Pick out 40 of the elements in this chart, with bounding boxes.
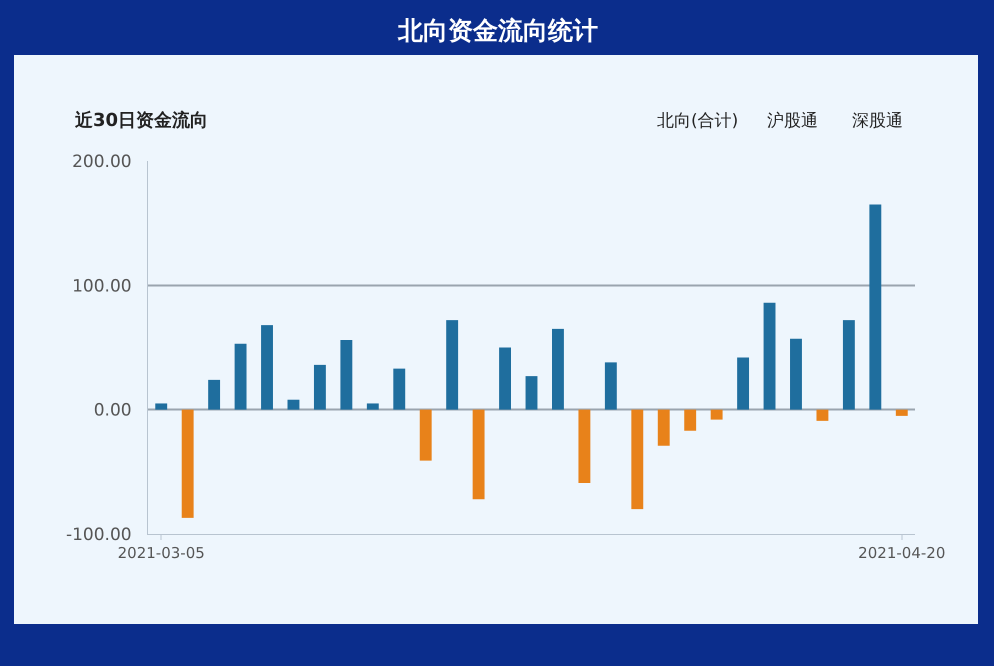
bar (710, 410, 723, 420)
bar (261, 325, 273, 410)
chart-subtitle: 近30日资金流向 (74, 110, 208, 131)
bar (340, 340, 352, 410)
bar (288, 400, 300, 410)
bar (684, 410, 696, 431)
y-tick-label: 0.00 (94, 400, 132, 421)
bar (526, 376, 538, 410)
bar (366, 403, 379, 410)
bar (869, 204, 882, 410)
bar (578, 410, 590, 484)
y-tick-label: 100.00 (72, 276, 132, 296)
text: 沪股通 (767, 111, 818, 131)
bar (499, 348, 511, 410)
bar (552, 328, 564, 410)
x-tick-label: 2021-04-20 (858, 544, 946, 562)
y-tick-label: 200.00 (72, 152, 132, 172)
bar (842, 320, 855, 410)
bar (604, 362, 617, 410)
bar (234, 344, 247, 410)
bar (737, 357, 750, 410)
bar (764, 302, 776, 410)
bar (896, 410, 908, 416)
bar (446, 320, 458, 410)
bar (314, 364, 326, 410)
chart-title: 北向资金流向统计 (397, 16, 598, 45)
bar (420, 410, 432, 461)
bar (816, 410, 828, 421)
bar (182, 410, 194, 518)
bar (208, 380, 220, 410)
bar (658, 410, 670, 446)
x-tick-label: 2021-03-05 (118, 544, 205, 562)
bar (472, 410, 485, 500)
text: 北向(合计) (657, 111, 738, 131)
bar (631, 410, 644, 510)
y-tick-label: -100.00 (66, 524, 132, 545)
bar (393, 368, 406, 410)
bar (790, 338, 802, 410)
text: 深股通 (852, 111, 903, 131)
bar (155, 403, 168, 410)
